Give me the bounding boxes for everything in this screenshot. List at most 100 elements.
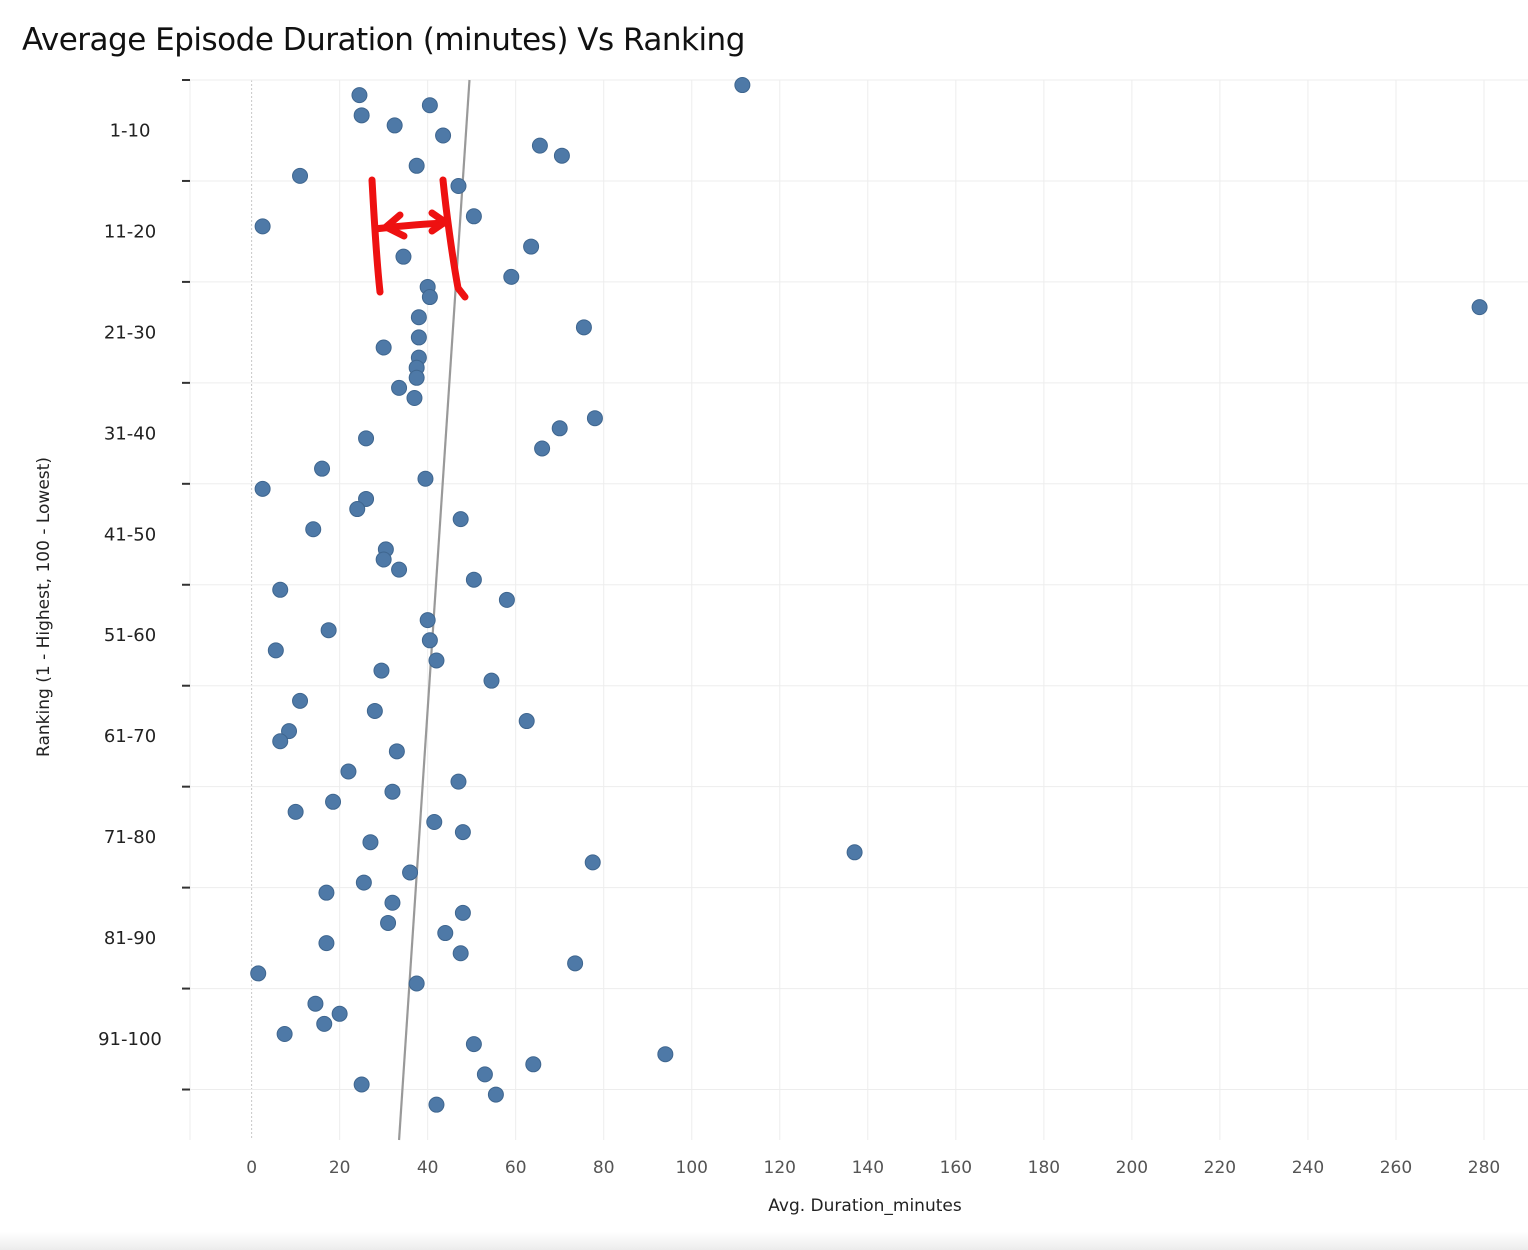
data-point[interactable] [316,1015,333,1032]
data-point[interactable] [254,480,271,497]
data-point[interactable] [358,430,375,447]
data-point[interactable] [408,157,425,174]
data-point[interactable] [314,460,331,477]
data-point[interactable] [351,87,368,104]
data-point[interactable] [250,965,267,982]
y-category-label: 71-80 [104,827,156,848]
data-point[interactable] [386,117,403,134]
data-point[interactable] [534,440,551,457]
data-point[interactable] [421,632,438,649]
data-point[interactable] [450,178,467,194]
data-point[interactable] [267,642,284,659]
data-point[interactable] [450,773,467,790]
data-point[interactable] [307,995,324,1012]
data-point[interactable] [523,238,540,255]
data-point[interactable] [417,470,434,487]
data-point[interactable] [575,319,592,336]
data-point[interactable] [421,97,438,114]
annotation-left-bracket [368,176,384,296]
data-point[interactable] [272,733,289,750]
data-point[interactable] [437,925,454,942]
data-point[interactable] [525,1056,542,1073]
y-category-label: 81-90 [104,928,156,949]
x-tick-label: 260 [1380,1158,1412,1178]
data-point[interactable] [408,369,425,386]
data-point[interactable] [452,511,469,528]
data-point[interactable] [375,339,392,356]
data-point[interactable] [349,501,366,518]
data-point[interactable] [846,844,863,861]
data-point[interactable] [734,77,751,94]
data-point[interactable] [402,864,419,881]
y-category-label: 91-100 [98,1029,162,1050]
data-point[interactable] [487,1086,504,1103]
data-point[interactable] [353,1076,370,1093]
data-point[interactable] [553,147,570,164]
data-point[interactable] [498,591,515,608]
x-tick-label: 240 [1292,1158,1324,1178]
data-point[interactable] [657,1046,674,1063]
data-point[interactable] [353,107,370,124]
data-point[interactable] [419,612,436,629]
data-point[interactable] [584,854,601,871]
data-point[interactable] [292,167,309,184]
data-point[interactable] [452,945,469,962]
data-point[interactable] [454,904,471,921]
data-point[interactable] [318,935,335,952]
data-point[interactable] [476,1066,493,1083]
data-point[interactable] [375,551,392,568]
data-point[interactable] [465,1036,482,1053]
data-point[interactable] [366,702,383,719]
data-point[interactable] [373,662,390,679]
data-point[interactable] [325,793,342,810]
data-point[interactable] [503,268,520,285]
data-point[interactable] [410,329,427,346]
data-point[interactable] [362,834,379,851]
data-point[interactable] [384,783,401,800]
data-point[interactable] [318,884,335,901]
data-point[interactable] [292,692,309,709]
data-point[interactable] [410,309,427,326]
data-point[interactable] [567,955,584,972]
data-point[interactable] [454,824,471,841]
data-point[interactable] [287,803,304,820]
data-point[interactable] [391,561,408,578]
data-point[interactable] [426,814,443,830]
data-point[interactable] [254,218,271,235]
y-category-label: 61-70 [104,726,156,747]
data-point[interactable] [586,410,603,427]
x-tick-label: 180 [1028,1158,1060,1178]
x-tick-label: 0 [246,1158,257,1178]
data-point[interactable] [384,894,401,911]
data-point[interactable] [435,127,452,144]
data-point[interactable] [465,571,482,588]
data-point[interactable] [331,1005,348,1022]
data-point[interactable] [518,713,535,730]
data-point[interactable] [272,581,289,598]
data-point[interactable] [465,208,482,225]
data-point[interactable] [320,622,337,639]
data-point[interactable] [388,743,405,760]
data-point[interactable] [406,390,423,406]
data-point[interactable] [395,248,412,265]
data-point[interactable] [305,521,322,538]
data-point[interactable] [1471,299,1488,316]
data-point[interactable] [551,420,568,437]
y-axis-title: Ranking (1 - Highest, 100 - Lowest) [34,457,54,757]
y-category-label: 1-10 [110,120,151,141]
data-point[interactable] [408,975,425,992]
data-point[interactable] [391,379,408,396]
data-point[interactable] [428,652,445,669]
data-point[interactable] [428,1096,445,1113]
x-tick-label: 280 [1468,1158,1500,1178]
data-point[interactable] [358,490,375,507]
data-point[interactable] [421,289,438,306]
data-point[interactable] [380,914,397,931]
data-point[interactable] [483,672,500,689]
data-point[interactable] [340,763,357,780]
data-point[interactable] [355,874,372,891]
data-point[interactable] [276,1026,293,1042]
data-point[interactable] [281,723,298,740]
data-point[interactable] [531,137,548,154]
